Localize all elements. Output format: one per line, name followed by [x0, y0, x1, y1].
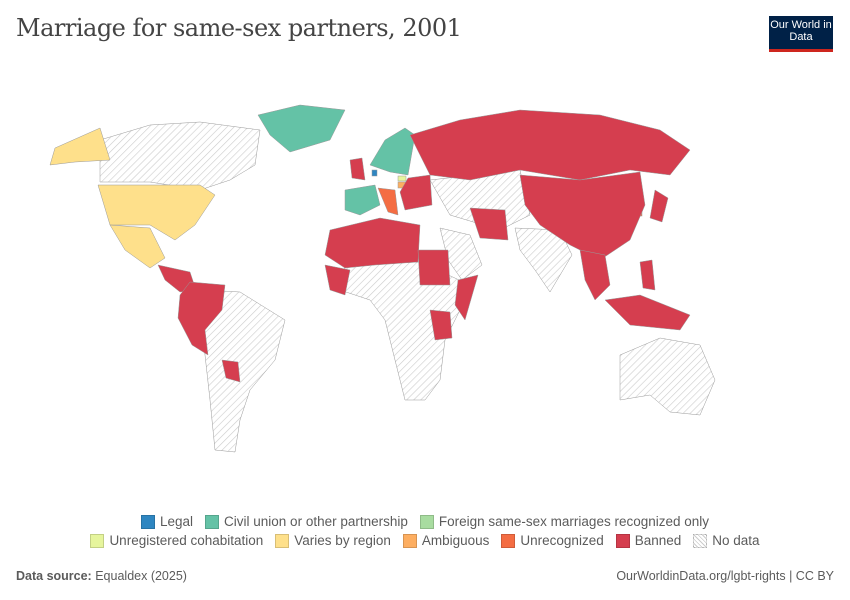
owid-logo[interactable]: Our World in Data — [769, 16, 833, 52]
chart-title: Marriage for same-sex partners, 2001 — [16, 14, 462, 42]
legend-item[interactable]: No data — [693, 533, 760, 548]
legend-label: Legal — [159, 514, 194, 529]
region-scandinavia[interactable] — [369, 127, 416, 176]
legend-label: Civil union or other partnership — [224, 514, 408, 529]
world-map — [49, 104, 716, 453]
legend-swatch — [402, 533, 417, 548]
region-russia[interactable] — [409, 109, 691, 181]
region-greenland[interactable] — [257, 104, 346, 153]
legend-item[interactable]: Unrecognized — [501, 533, 604, 548]
legend-label: No data — [712, 533, 760, 548]
region-china[interactable] — [519, 171, 646, 261]
legend-item[interactable]: Legal — [140, 514, 194, 529]
region-japan[interactable] — [649, 189, 669, 223]
region-indonesia[interactable] — [604, 294, 691, 331]
region-mexico[interactable] — [109, 224, 166, 269]
region-se-asia[interactable] — [579, 249, 611, 301]
region-philippines[interactable] — [639, 259, 656, 291]
region-canada[interactable] — [99, 121, 261, 191]
legend-row-2: Unregistered cohabitation Varies by regio… — [0, 533, 850, 551]
legend-swatch — [501, 533, 516, 548]
legend-label: Foreign same-sex marriages recognized on… — [438, 514, 710, 529]
legend-item[interactable]: Foreign same-sex marriages recognized on… — [419, 514, 710, 529]
region-somalia[interactable] — [454, 274, 479, 321]
region-netherlands[interactable] — [371, 169, 378, 177]
source-label: Data source: — [16, 569, 92, 583]
legend-label: Unrecognized — [520, 533, 604, 548]
region-france-spain[interactable] — [344, 184, 381, 216]
region-uk[interactable] — [349, 157, 366, 181]
region-north-africa[interactable] — [324, 217, 421, 269]
region-west-africa[interactable] — [324, 264, 351, 296]
legend-row-1: Legal Civil union or other partnership For… — [0, 514, 850, 532]
source-text: Equaldex (2025) — [95, 569, 187, 583]
legend-item[interactable]: Civil union or other partnership — [205, 514, 408, 529]
region-alaska[interactable] — [49, 127, 111, 166]
legend-swatch — [693, 533, 708, 548]
logo-text: Our World in Data — [770, 19, 832, 43]
region-iran[interactable] — [469, 207, 509, 241]
region-usa[interactable] — [97, 184, 216, 241]
legend-label: Banned — [634, 533, 682, 548]
legend-item[interactable]: Unregistered cohabitation — [90, 533, 263, 548]
countries — [49, 104, 716, 453]
region-east-africa[interactable] — [429, 309, 453, 341]
legend-label: Unregistered cohabitation — [109, 533, 264, 548]
legend-swatch — [275, 533, 290, 548]
legend-item[interactable]: Banned — [615, 533, 682, 548]
legend-swatch — [90, 533, 105, 548]
source-url[interactable]: OurWorldinData.org/lgbt-rights | CC BY — [616, 569, 834, 583]
region-andes[interactable] — [177, 281, 226, 356]
region-slovakia[interactable] — [397, 175, 407, 182]
legend-swatch — [419, 514, 434, 529]
legend-item[interactable]: Ambiguous — [402, 533, 490, 548]
legend-label: Varies by region — [294, 533, 391, 548]
legend-swatch — [140, 514, 155, 529]
legend-label: Ambiguous — [421, 533, 490, 548]
region-australia[interactable] — [619, 337, 716, 416]
region-paraguay[interactable] — [221, 359, 241, 383]
region-italy[interactable] — [377, 187, 399, 216]
legend-item[interactable]: Varies by region — [275, 533, 391, 548]
data-source: Data source: Equaldex (2025) — [16, 569, 187, 583]
legend-swatch — [615, 533, 630, 548]
region-eastern-europe[interactable] — [399, 174, 433, 211]
region-sudan[interactable] — [417, 249, 451, 286]
legend-swatch — [205, 514, 220, 529]
